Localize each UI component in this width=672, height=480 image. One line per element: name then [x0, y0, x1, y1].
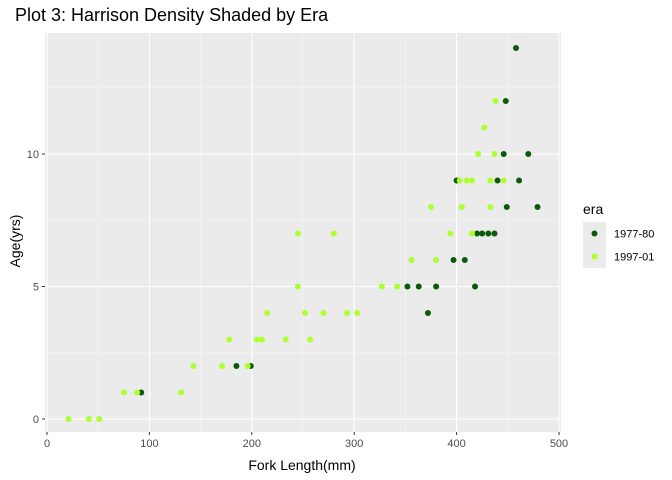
- y-tick-label: 0: [33, 414, 39, 426]
- data-point: [481, 124, 488, 131]
- data-point: [492, 98, 499, 104]
- data-point: [525, 151, 532, 157]
- data-point: [487, 177, 494, 184]
- data-point: [178, 389, 185, 396]
- data-point: [463, 177, 470, 184]
- x-tick-label: 0: [44, 438, 50, 450]
- y-axis-title: Age(yrs): [7, 215, 23, 268]
- data-point: [450, 257, 457, 263]
- data-point: [500, 177, 507, 184]
- data-point: [456, 177, 463, 184]
- data-point: [190, 363, 197, 369]
- data-point: [487, 204, 494, 210]
- y-tick-label: 10: [27, 149, 39, 161]
- x-tick-label: 200: [243, 438, 261, 450]
- data-point: [96, 416, 103, 422]
- data-point: [491, 230, 498, 237]
- data-point: [512, 45, 519, 51]
- legend-marker: [591, 230, 598, 237]
- chart-title: Plot 3: Harrison Density Shaded by Era: [15, 5, 329, 25]
- data-point: [259, 336, 266, 343]
- data-point: [282, 336, 289, 343]
- data-point: [244, 363, 251, 369]
- data-point: [516, 177, 523, 184]
- data-point: [378, 283, 385, 290]
- data-point: [233, 363, 240, 369]
- data-point: [472, 283, 479, 290]
- minor-gridlines: [45, 33, 561, 432]
- data-point: [474, 230, 481, 237]
- x-tick-label: 500: [550, 438, 568, 450]
- data-point: [264, 310, 271, 316]
- y-axis: 0 5 10: [27, 149, 45, 426]
- data-point: [433, 283, 440, 290]
- data-point: [330, 230, 337, 237]
- data-point: [433, 257, 440, 263]
- legend: era 1977-80 1997-01: [583, 201, 654, 268]
- data-point: [468, 230, 475, 237]
- legend-marker: [591, 253, 598, 260]
- data-point: [468, 177, 475, 184]
- data-point: [485, 230, 492, 237]
- x-tick-label: 300: [345, 438, 363, 450]
- data-point: [65, 416, 72, 422]
- x-tick-label: 100: [140, 438, 158, 450]
- data-point: [302, 310, 309, 316]
- data-point: [219, 363, 226, 369]
- data-point: [120, 389, 127, 396]
- data-point: [503, 204, 510, 210]
- legend-label: 1997-01: [614, 252, 654, 264]
- data-point: [307, 336, 314, 343]
- data-point: [494, 177, 501, 184]
- data-point: [491, 151, 498, 157]
- data-point: [294, 283, 301, 290]
- data-point: [354, 310, 361, 316]
- data-point: [461, 257, 468, 263]
- data-point: [320, 310, 327, 316]
- legend-title: era: [583, 201, 603, 217]
- data-point: [226, 336, 233, 343]
- x-axis: 0 100 200 300 400 500: [44, 432, 568, 450]
- data-point: [428, 204, 434, 210]
- data-point: [534, 204, 541, 210]
- data-point: [408, 257, 415, 263]
- x-tick-label: 400: [447, 438, 465, 450]
- data-point: [458, 204, 465, 210]
- data-point: [344, 310, 351, 316]
- y-tick-label: 5: [33, 282, 39, 294]
- data-point: [85, 416, 92, 422]
- data-point: [253, 336, 260, 343]
- data-point: [294, 230, 301, 237]
- data-point: [404, 283, 411, 290]
- data-point: [475, 151, 482, 157]
- legend-label: 1977-80: [614, 229, 654, 241]
- data-point: [447, 230, 454, 237]
- x-axis-title: Fork Length(mm): [248, 457, 355, 473]
- data-point: [424, 310, 431, 316]
- data-point: [415, 283, 422, 290]
- data-point: [479, 230, 486, 237]
- data-points: [65, 45, 541, 422]
- data-point: [394, 283, 401, 290]
- data-point: [134, 389, 141, 396]
- data-point: [502, 98, 509, 104]
- data-point: [500, 151, 507, 157]
